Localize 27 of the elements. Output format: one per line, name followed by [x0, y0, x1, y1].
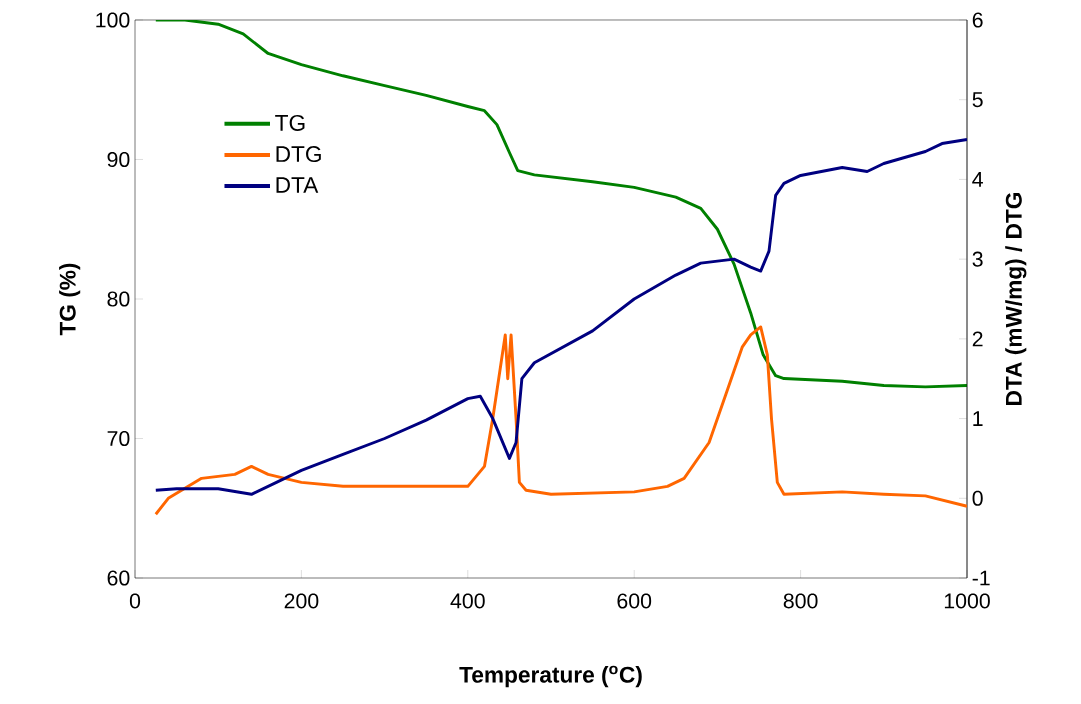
y2-tick-label: 2 [972, 331, 983, 347]
x-tick-label: 600 [617, 593, 652, 609]
x-tick-label: 400 [450, 593, 485, 609]
y-tick-label: 80 [107, 291, 130, 307]
legend-label: DTA [276, 177, 319, 193]
y2-tick-label: 1 [973, 411, 983, 426]
legend-label: DTG [276, 146, 321, 163]
y-tick-label: 60 [107, 570, 130, 586]
x-tick-label: 200 [284, 593, 319, 609]
y2-tick-label: 3 [972, 251, 983, 267]
y2-tick-label: 5 [972, 92, 983, 108]
y-tick-label: 70 [107, 430, 130, 447]
y-axis-title: TG (%) [59, 263, 81, 336]
x-tick-label: 800 [783, 593, 818, 609]
y-tick-label: 100 [96, 12, 130, 28]
legend-label: TG [275, 114, 305, 131]
y-tick-label: 90 [107, 151, 130, 168]
x-axis-title: Temperature ($^{o}$C) [459, 665, 642, 688]
line-series [154, 20, 968, 389]
x-tick-label: 0 [129, 593, 141, 609]
x-tick-label: 1000 [944, 593, 990, 609]
y2-tick-label: 0 [972, 490, 983, 506]
y2-tick-label: -1 [972, 570, 990, 586]
y2-tick-label: 6 [972, 12, 983, 28]
line-series [154, 138, 968, 496]
y2-axis-title: DTA (mW/mg) / DTG [1005, 192, 1027, 405]
y2-tick-label: 4 [972, 172, 983, 187]
